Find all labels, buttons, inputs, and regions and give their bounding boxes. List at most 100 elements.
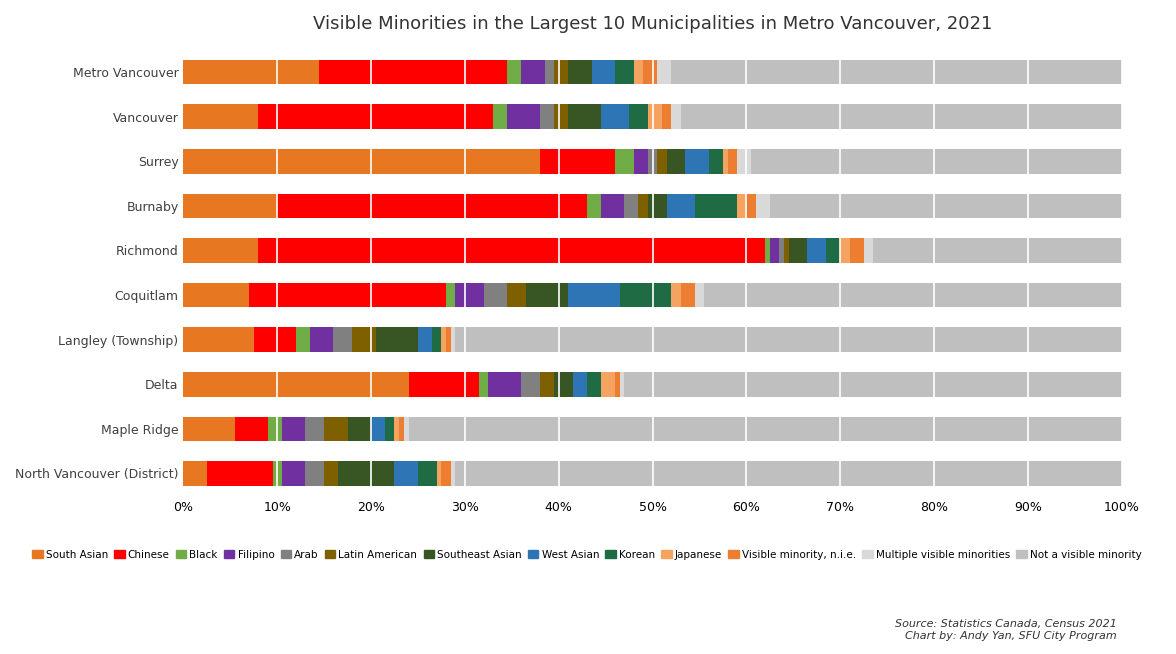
Bar: [306, 461, 325, 486]
Bar: [273, 461, 282, 486]
Bar: [450, 461, 455, 486]
Bar: [554, 60, 568, 84]
Bar: [648, 149, 657, 173]
Bar: [615, 60, 634, 84]
Bar: [568, 283, 620, 307]
Bar: [657, 149, 667, 173]
Bar: [601, 105, 629, 129]
Bar: [436, 461, 441, 486]
Bar: [624, 194, 639, 218]
Bar: [601, 194, 624, 218]
Bar: [686, 149, 709, 173]
Bar: [507, 283, 526, 307]
Bar: [183, 238, 259, 263]
Bar: [339, 461, 394, 486]
Bar: [770, 194, 1122, 218]
Bar: [540, 149, 615, 173]
Bar: [592, 60, 615, 84]
Bar: [573, 372, 587, 396]
Bar: [554, 105, 568, 129]
Bar: [568, 105, 601, 129]
Bar: [629, 105, 648, 129]
Bar: [479, 372, 488, 396]
Bar: [441, 461, 450, 486]
Bar: [259, 105, 493, 129]
Bar: [808, 238, 826, 263]
Bar: [408, 372, 479, 396]
Bar: [320, 60, 507, 84]
Title: Visible Minorities in the Largest 10 Municipalities in Metro Vancouver, 2021: Visible Minorities in the Largest 10 Mun…: [313, 15, 993, 33]
Bar: [756, 194, 770, 218]
Bar: [325, 417, 348, 441]
Bar: [780, 238, 784, 263]
Bar: [849, 238, 863, 263]
Bar: [840, 238, 849, 263]
Legend: South Asian, Chinese, Black, Filipino, Arab, Latin American, Southeast Asian, We: South Asian, Chinese, Black, Filipino, A…: [28, 545, 1145, 564]
Bar: [183, 328, 254, 352]
Bar: [695, 194, 737, 218]
Bar: [784, 238, 789, 263]
Bar: [826, 238, 840, 263]
Bar: [268, 417, 282, 441]
Bar: [540, 105, 554, 129]
Bar: [399, 417, 403, 441]
Bar: [282, 461, 306, 486]
Bar: [766, 238, 770, 263]
Bar: [334, 328, 353, 352]
Bar: [648, 194, 667, 218]
Bar: [667, 194, 695, 218]
Bar: [873, 238, 1122, 263]
Bar: [235, 417, 268, 441]
Bar: [446, 283, 455, 307]
Bar: [554, 372, 573, 396]
Bar: [455, 283, 483, 307]
Bar: [446, 328, 450, 352]
Bar: [681, 105, 1127, 129]
Bar: [483, 283, 507, 307]
Bar: [325, 461, 339, 486]
Bar: [615, 372, 620, 396]
Bar: [704, 283, 1122, 307]
Bar: [394, 417, 399, 441]
Bar: [455, 461, 1122, 486]
Bar: [417, 461, 436, 486]
Bar: [737, 149, 751, 173]
Bar: [432, 328, 441, 352]
Bar: [183, 461, 207, 486]
Bar: [183, 283, 249, 307]
Bar: [521, 372, 540, 396]
Bar: [183, 417, 235, 441]
Bar: [249, 283, 446, 307]
Bar: [587, 372, 601, 396]
Bar: [770, 238, 780, 263]
Bar: [207, 461, 273, 486]
Bar: [441, 328, 446, 352]
Bar: [643, 60, 657, 84]
Bar: [671, 105, 681, 129]
Bar: [863, 238, 873, 263]
Bar: [540, 372, 554, 396]
Bar: [278, 194, 587, 218]
Bar: [254, 328, 296, 352]
Bar: [568, 60, 592, 84]
Bar: [634, 60, 643, 84]
Bar: [306, 417, 325, 441]
Bar: [620, 283, 671, 307]
Bar: [648, 105, 662, 129]
Bar: [417, 328, 432, 352]
Bar: [624, 372, 1122, 396]
Bar: [183, 60, 320, 84]
Text: Source: Statistics Canada, Census 2021
Chart by: Andy Yan, SFU City Program: Source: Statistics Canada, Census 2021 C…: [895, 619, 1117, 641]
Bar: [282, 417, 306, 441]
Bar: [662, 105, 671, 129]
Bar: [751, 149, 1122, 173]
Bar: [493, 105, 507, 129]
Bar: [671, 283, 681, 307]
Bar: [348, 417, 370, 441]
Bar: [259, 238, 766, 263]
Bar: [544, 60, 554, 84]
Bar: [296, 328, 310, 352]
Bar: [620, 372, 624, 396]
Bar: [634, 149, 648, 173]
Bar: [671, 60, 1122, 84]
